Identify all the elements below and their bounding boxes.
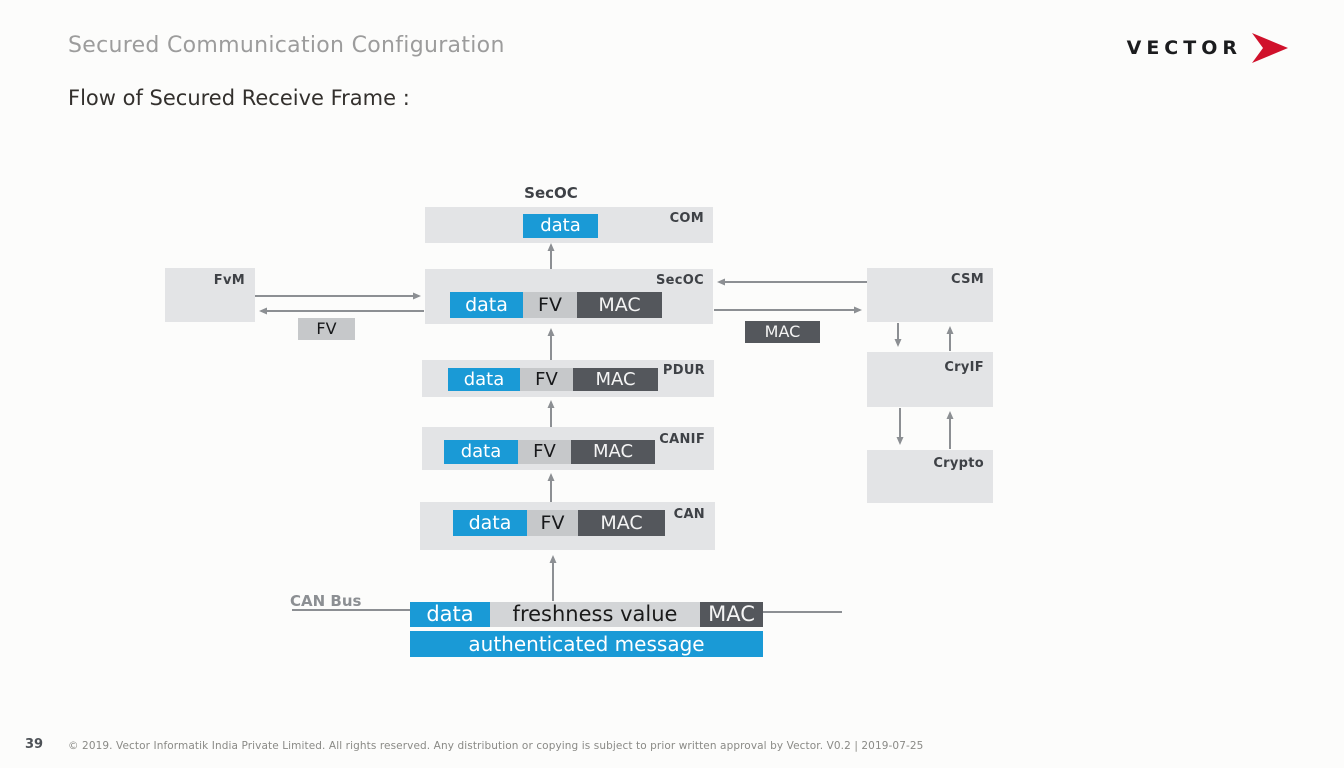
module-box-canif: CANIF data FV MAC: [422, 427, 714, 470]
mac-block-pdur: MAC: [573, 368, 658, 391]
fv-block-secoc: FV: [523, 292, 577, 318]
fv-block-pdur: FV: [520, 368, 573, 391]
data-block-com: data: [523, 214, 598, 238]
mac-exchange-tag: MAC: [745, 321, 820, 343]
mac-block-secoc: MAC: [577, 292, 662, 318]
module-label-secoc: SecOC: [656, 273, 704, 288]
fv-block-can: FV: [527, 510, 578, 536]
secoc-stack-label: SecOC: [524, 184, 578, 202]
fv-block-canif: FV: [518, 440, 571, 464]
mac-block-can: MAC: [578, 510, 665, 536]
data-block-pdur: data: [448, 368, 520, 391]
module-label-can: CAN: [673, 507, 705, 522]
module-label-crypto: Crypto: [933, 456, 984, 471]
module-label-cryif: CryIF: [944, 360, 984, 375]
vector-logo-text: VECTOR: [1126, 37, 1242, 59]
module-label-pdur: PDUR: [662, 363, 705, 378]
bus-frame-freshness-value: freshness value: [490, 602, 700, 627]
bus-frame-mac: MAC: [700, 602, 763, 627]
module-label-fvm: FvM: [213, 273, 245, 288]
vector-logo: VECTOR: [1127, 33, 1288, 63]
module-box-csm: CSM: [867, 268, 993, 322]
page-number: 39: [25, 737, 44, 752]
module-box-pdur: PDUR data FV MAC: [422, 360, 714, 397]
module-label-csm: CSM: [951, 272, 984, 287]
data-block-can: data: [453, 510, 527, 536]
module-box-fvm: FvM: [165, 268, 255, 322]
vector-chevron-icon: [1252, 33, 1288, 63]
can-bus-label: CAN Bus: [290, 592, 362, 610]
data-block-secoc: data: [450, 292, 523, 318]
bus-frame-data: data: [410, 602, 490, 627]
mac-block-canif: MAC: [571, 440, 655, 464]
module-box-can: CAN data FV MAC: [420, 502, 715, 550]
data-block-canif: data: [444, 440, 518, 464]
module-label-canif: CANIF: [659, 432, 705, 447]
module-box-com: COM data: [425, 207, 713, 243]
page-title: Flow of Secured Receive Frame :: [68, 86, 410, 110]
module-label-com: COM: [669, 211, 704, 226]
footer-copyright: © 2019. Vector Informatik India Private …: [68, 740, 924, 752]
slide-subtitle: Secured Communication Configuration: [68, 33, 505, 58]
module-box-cryif: CryIF: [867, 352, 993, 407]
authenticated-message-bar: authenticated message: [410, 631, 763, 657]
module-box-crypto: Crypto: [867, 450, 993, 503]
module-box-secoc: SecOC data FV MAC: [425, 269, 713, 324]
fv-exchange-tag: FV: [298, 318, 355, 340]
